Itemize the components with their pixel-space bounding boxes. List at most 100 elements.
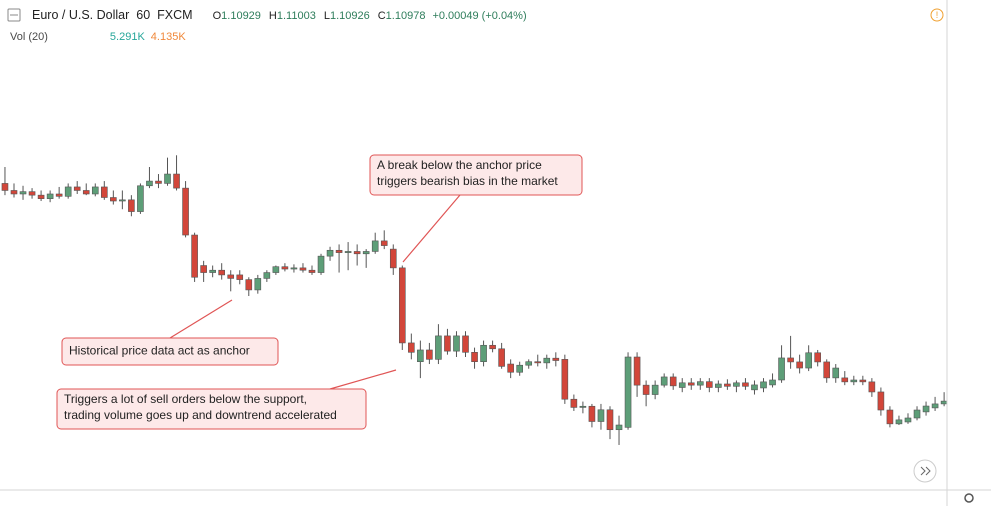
candle [832, 364, 840, 383]
candle-body [344, 251, 352, 253]
candle [380, 230, 388, 250]
candle [417, 340, 424, 379]
candle [877, 387, 885, 416]
candle-body [841, 377, 849, 383]
candle-body [281, 266, 289, 270]
candle [119, 190, 126, 210]
volume-value: 5.291K [110, 31, 146, 43]
candle-body [82, 190, 90, 195]
candle-body [588, 405, 596, 422]
candle-body [444, 335, 451, 352]
candle-body [778, 357, 785, 381]
candle [615, 415, 623, 445]
candle-body [471, 352, 478, 362]
candle-body [561, 359, 569, 400]
ohlc-value: 1.10929 [221, 10, 261, 22]
candle-body [10, 190, 18, 195]
candle-body [28, 191, 36, 196]
candle-body [245, 279, 253, 291]
candle-body [191, 234, 198, 278]
callout-text: Triggers a lot of sell orders below the … [64, 392, 307, 406]
candle [805, 345, 812, 372]
alert-icon[interactable] [930, 8, 944, 22]
candle [389, 244, 397, 275]
candle-body [73, 186, 81, 191]
candle-body [380, 240, 388, 246]
candle [245, 277, 253, 297]
candle-body [913, 409, 921, 419]
candle-body [227, 274, 235, 279]
candle-body [904, 417, 912, 423]
candle [408, 333, 415, 360]
candle-body [362, 251, 370, 255]
candle-body [209, 269, 216, 273]
candle-body [272, 266, 280, 273]
candle-body [128, 199, 135, 212]
candle [642, 380, 650, 407]
candle-body [498, 348, 505, 367]
candle [633, 352, 641, 397]
candle [498, 342, 505, 369]
candle [507, 359, 514, 379]
candle [841, 371, 849, 386]
candle [55, 186, 63, 199]
candle-body [417, 349, 424, 362]
candle [471, 347, 478, 369]
candle-body [290, 267, 298, 270]
candle [128, 195, 135, 217]
ohlc-label: O [213, 10, 222, 22]
candle-body [877, 391, 885, 411]
candle [543, 354, 551, 369]
candle-body [715, 383, 722, 388]
candle-body [507, 363, 514, 373]
menu-icon[interactable] [7, 8, 21, 22]
candle-body [543, 357, 551, 364]
candle [931, 396, 939, 411]
ohlc-label: H [269, 10, 277, 22]
candle-body [218, 269, 225, 276]
candle-body [462, 335, 469, 353]
candle-body [299, 267, 307, 271]
candle [227, 270, 235, 292]
candle [371, 232, 379, 254]
callout-box [56, 388, 367, 430]
candle [525, 359, 533, 369]
candle-body [64, 186, 72, 197]
candle-body [805, 352, 812, 369]
candle-body [173, 173, 180, 189]
candle-body [579, 405, 587, 408]
callout-text: A break below the anchor price [377, 158, 542, 172]
candle-body [525, 361, 533, 366]
candle-body [552, 357, 560, 361]
candle [453, 331, 460, 358]
candle-body [55, 193, 63, 197]
candle [859, 375, 867, 386]
candle-body [263, 272, 271, 279]
candle-body [895, 419, 903, 425]
candle [263, 270, 271, 282]
callout-box [369, 154, 583, 196]
ohlc-value: 1.11003 [277, 10, 316, 22]
candle-body [660, 376, 668, 386]
volume-header: Vol (20) 5.291K 4.135K [10, 31, 186, 43]
candle-body [326, 249, 334, 257]
candle [552, 352, 560, 367]
candle-body [606, 409, 614, 431]
candle [769, 373, 776, 388]
candle [687, 378, 695, 390]
candle-body [389, 248, 397, 269]
candle-body [100, 186, 108, 198]
candle-body [37, 194, 45, 199]
candle [516, 361, 523, 376]
symbol-header: Euro / U.S. Dollar 60 FXCM O1.10929 H1.11003… [32, 8, 527, 22]
candle [489, 340, 496, 353]
candle-body [570, 398, 578, 408]
candle-body [516, 364, 523, 373]
settings-icon[interactable] [964, 493, 974, 503]
candle-body [164, 173, 171, 184]
callout-text: trading volume goes up and downtrend acc… [64, 408, 337, 422]
candle [724, 379, 731, 390]
callout-text: Historical price data act as anchor [69, 344, 250, 358]
candle [281, 263, 289, 272]
